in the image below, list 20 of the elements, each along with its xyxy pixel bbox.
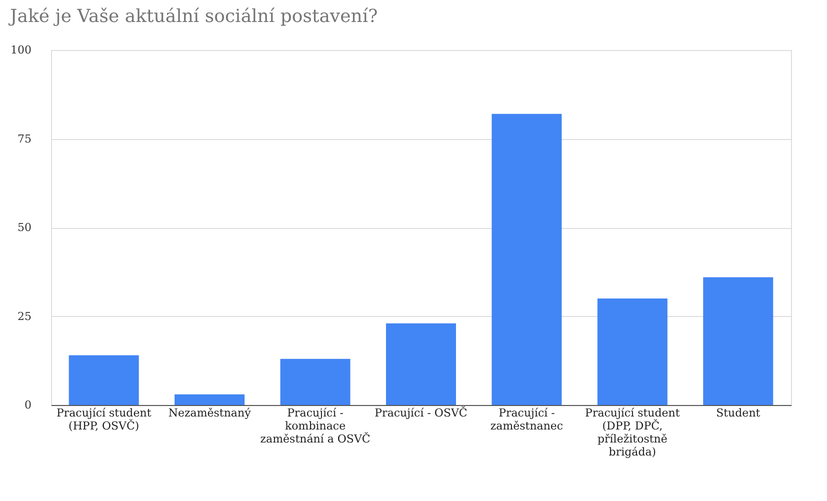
bar	[174, 394, 245, 405]
bar	[68, 355, 139, 405]
x-tick-label: Pracující - zaměstnanec	[490, 406, 564, 432]
x-tick-label: Nezaměstnaný	[168, 406, 252, 420]
y-tick-label: 25	[18, 310, 32, 323]
x-tick-label: Pracující student (HPP, OSVČ)	[56, 406, 152, 432]
y-tick-label: 50	[18, 221, 32, 234]
x-tick-label: Pracující student (DPP, DPČ, příležitostně brigáda)	[585, 406, 680, 458]
bar	[280, 358, 350, 405]
y-tick-label: 0	[24, 398, 32, 412]
bar	[703, 277, 774, 405]
x-tick-label: Pracující - kombinace zaměstnání a OSVČ	[260, 406, 370, 446]
y-tick-label: 100	[10, 44, 32, 56]
bar	[386, 323, 456, 405]
x-tick-label: Pracující - OSVČ	[374, 406, 468, 420]
y-tick-label: 75	[18, 132, 32, 146]
chart-title: Jaké je Vaše aktuální sociální postavení?	[8, 6, 378, 27]
x-tick-label: Student	[716, 406, 761, 420]
bar	[597, 298, 668, 405]
bar	[492, 114, 562, 405]
